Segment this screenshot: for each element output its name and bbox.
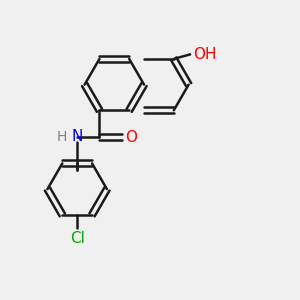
Text: Cl: Cl: [70, 231, 85, 246]
Text: OH: OH: [193, 47, 217, 62]
Text: O: O: [125, 130, 137, 145]
Text: N: N: [71, 129, 83, 144]
Text: H: H: [56, 130, 67, 143]
